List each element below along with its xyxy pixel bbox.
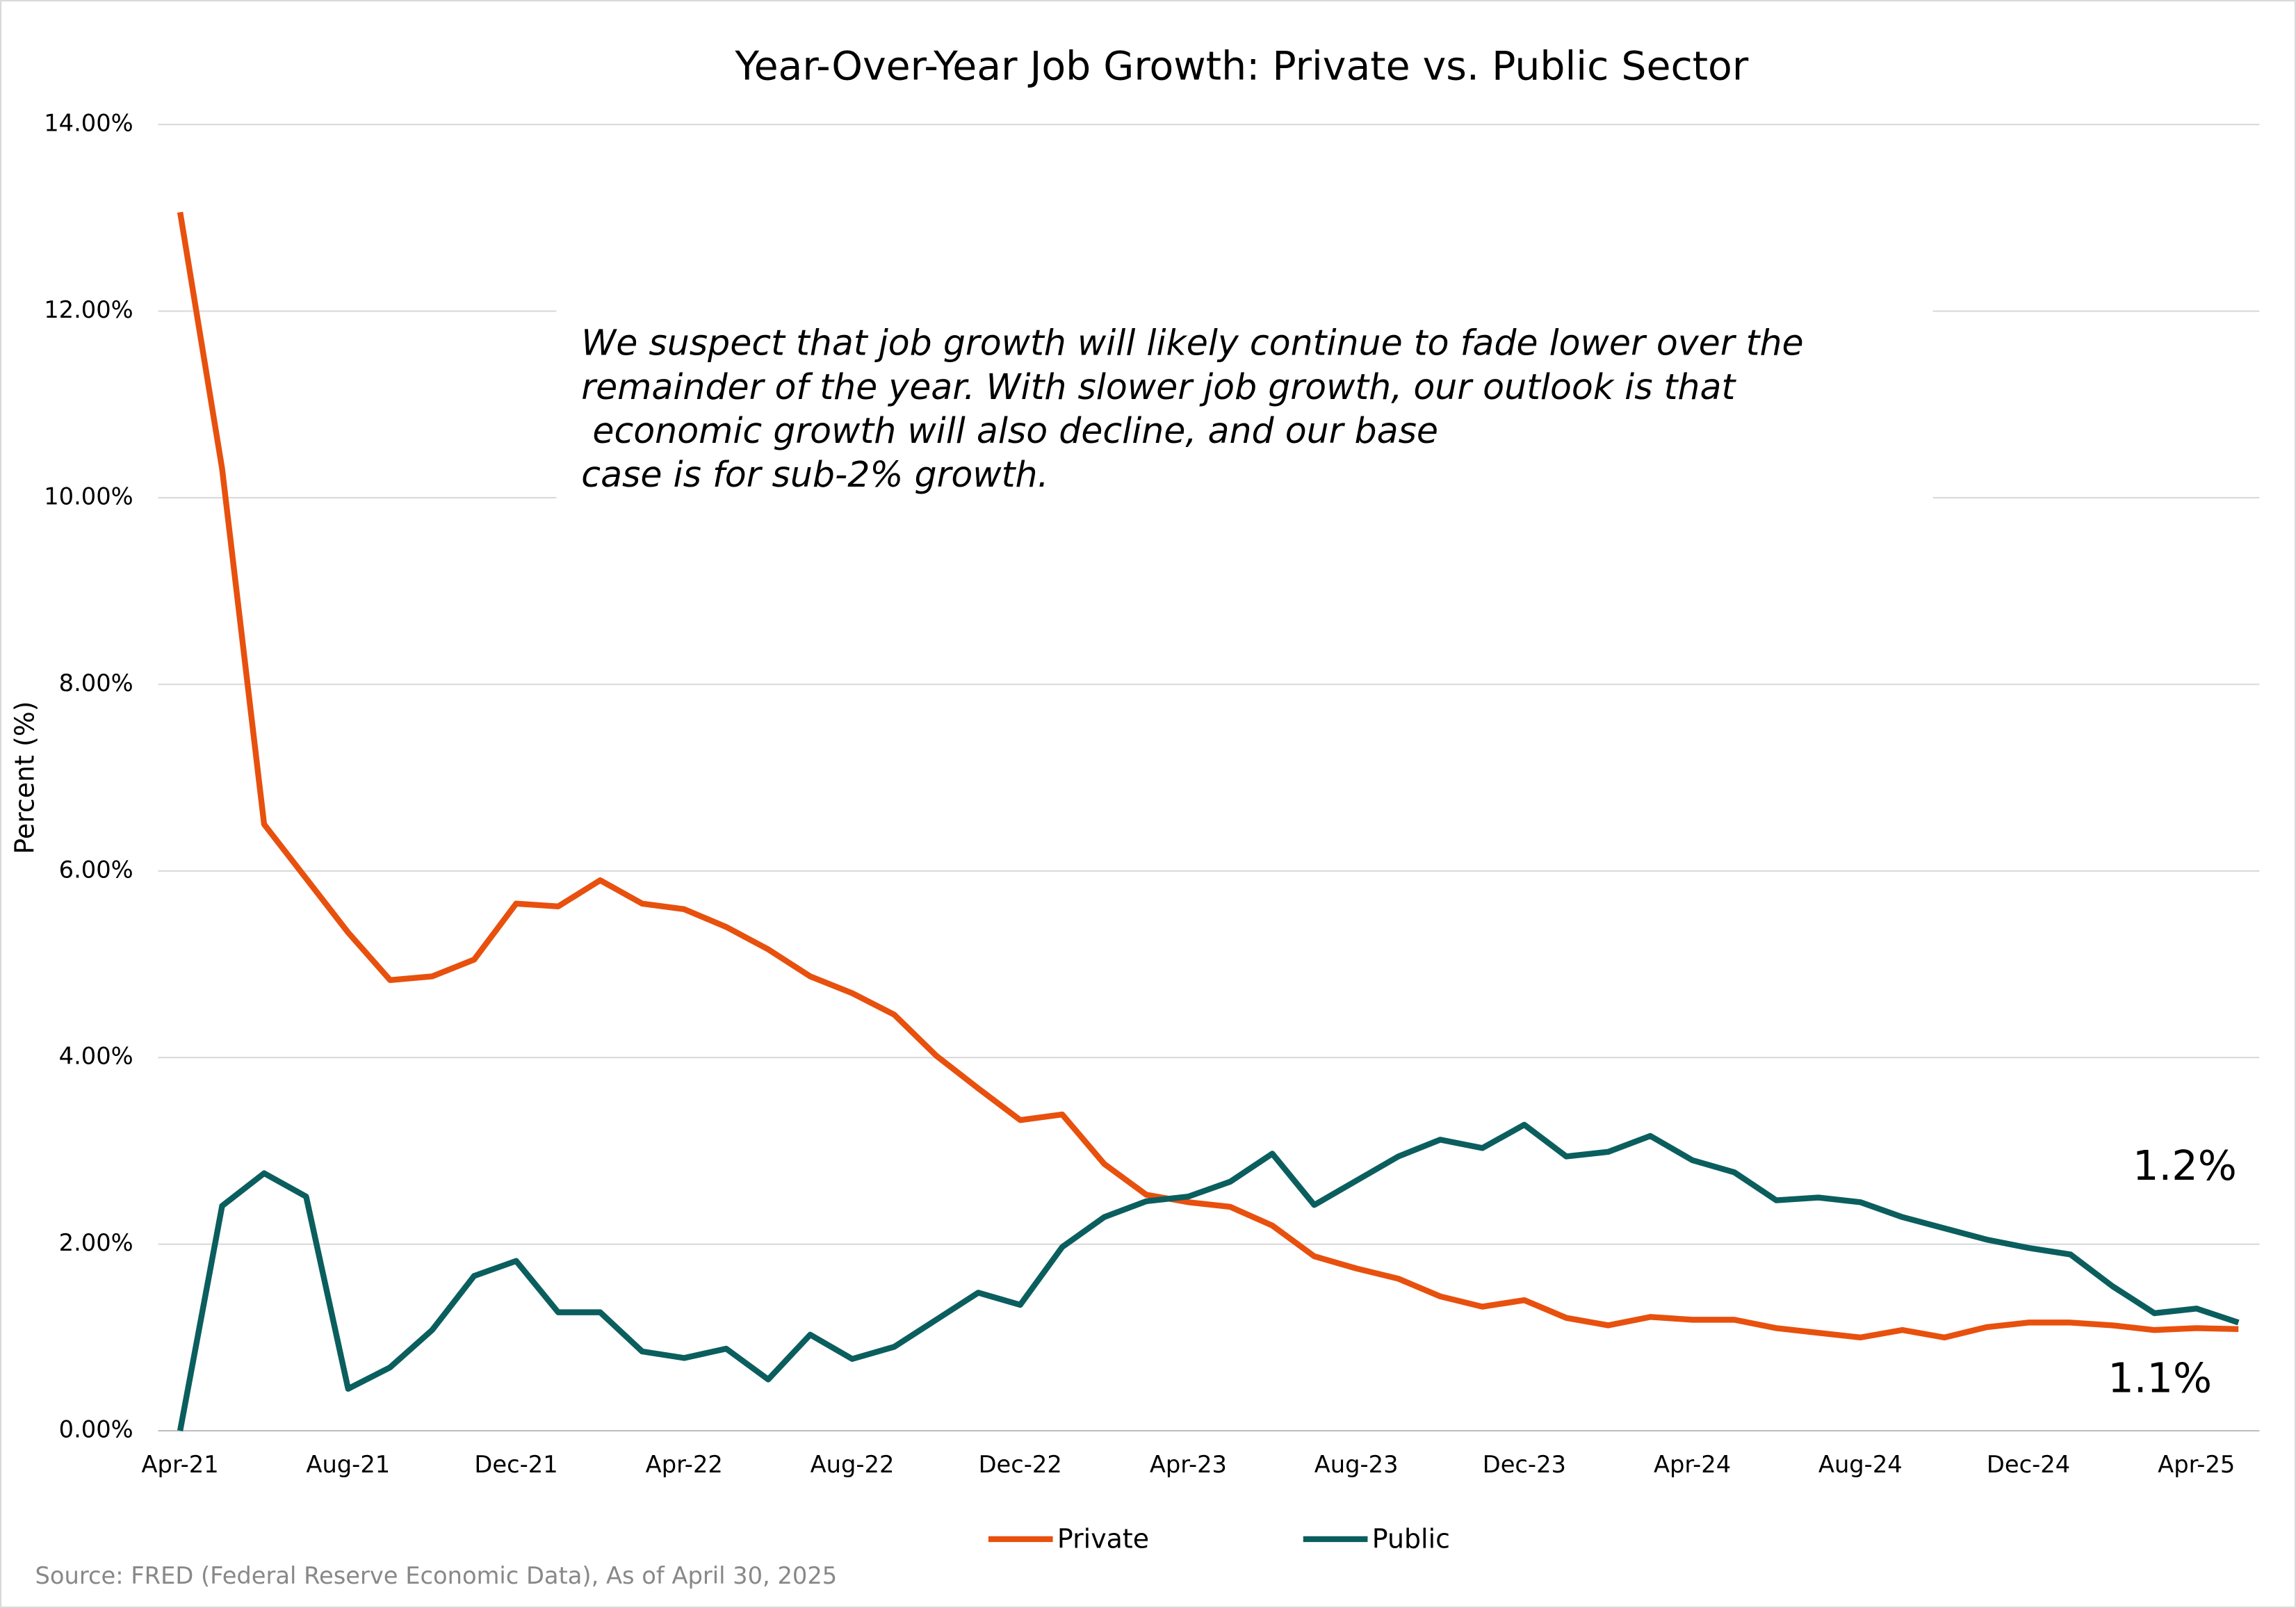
end-label: 1.2% [2133,1142,2237,1189]
x-tick-label: Aug-22 [811,1451,895,1478]
x-tick-label: Aug-23 [1314,1451,1399,1478]
x-tick-label: Apr-22 [646,1451,723,1478]
x-tick-label: Apr-25 [2158,1451,2235,1478]
x-tick-label: Dec-22 [979,1451,1062,1478]
x-tick-label: Dec-21 [474,1451,557,1478]
annotation-line: economic growth will also decline, and o… [581,410,1438,451]
annotation-line: We suspect that job growth will likely c… [581,323,1803,364]
y-tick-label: 2.00% [59,1229,133,1256]
plot [177,211,2240,1431]
y-tick-label: 6.00% [59,856,133,883]
x-tick-label: Dec-24 [1987,1451,2070,1478]
x-tick-label: Apr-21 [142,1451,219,1478]
y-tick-label: 8.00% [59,669,133,697]
x-tick-label: Dec-23 [1483,1451,1566,1478]
end-label: 1.1% [2108,1354,2212,1402]
x-tick-label: Apr-24 [1654,1451,1731,1478]
y-tick-label: 10.00% [44,482,133,510]
y-tick-label: 4.00% [59,1043,133,1070]
y-axis-label: Percent (%) [9,701,40,854]
annotation-line: remainder of the year. With slower job g… [581,366,1736,407]
x-tick-label: Aug-21 [306,1451,390,1478]
source: Source: FRED (Federal Reserve Economic D… [35,1562,838,1589]
legend-label: Private [1057,1524,1149,1554]
chart-title: Year-Over-Year Job Growth: Private vs. P… [734,44,1748,90]
annotation-box [556,293,1933,507]
legend-label: Public [1372,1524,1450,1554]
y-tick-label: 0.00% [59,1416,133,1443]
y-tick-label: 14.00% [44,110,133,137]
y-tick-label: 12.00% [44,296,133,323]
x-tick-label: Apr-23 [1150,1451,1227,1478]
annotation-line: case is for sub-2% growth. [581,454,1048,495]
line-1 [177,1121,2240,1431]
x-tick-label: Aug-24 [1818,1451,1903,1478]
line-0 [177,211,2239,1341]
